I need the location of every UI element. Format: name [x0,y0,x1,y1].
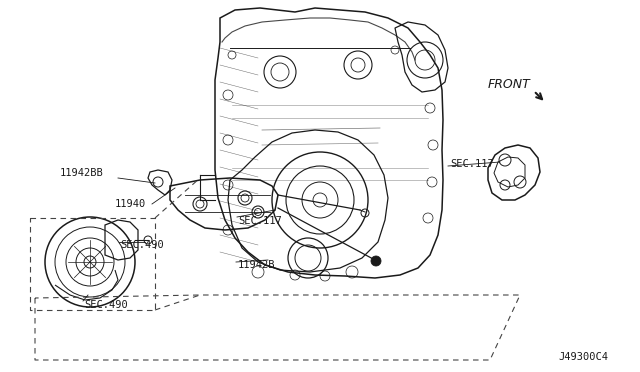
Text: SEC.117: SEC.117 [450,159,493,169]
Text: 11942B: 11942B [238,260,275,270]
Text: FRONT: FRONT [488,78,531,91]
Text: J49300C4: J49300C4 [558,352,608,362]
Text: SEC.490: SEC.490 [120,240,164,250]
Text: SEC.490: SEC.490 [84,300,128,310]
Text: SEC.117: SEC.117 [238,216,282,226]
Text: 11942BB: 11942BB [60,168,104,178]
Text: 11940: 11940 [115,199,147,209]
Circle shape [371,256,381,266]
